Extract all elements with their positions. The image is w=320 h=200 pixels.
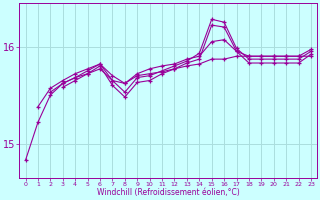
X-axis label: Windchill (Refroidissement éolien,°C): Windchill (Refroidissement éolien,°C) [97,188,240,197]
